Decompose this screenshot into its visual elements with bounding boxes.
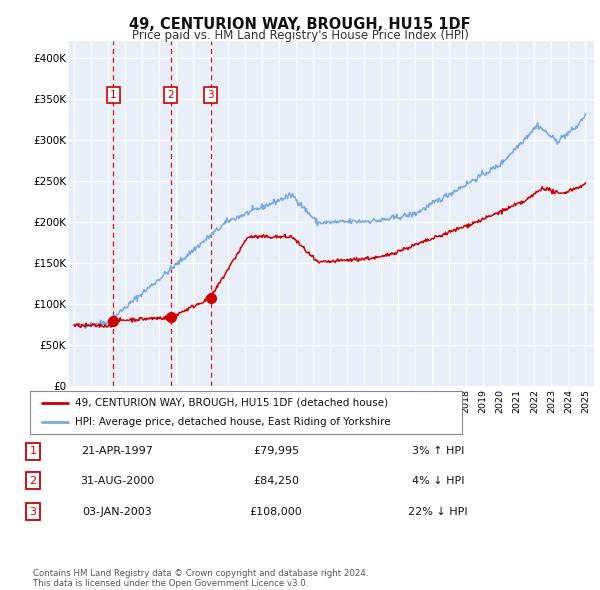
Text: 2: 2	[167, 90, 174, 100]
Text: £79,995: £79,995	[253, 447, 299, 456]
Text: Price paid vs. HM Land Registry's House Price Index (HPI): Price paid vs. HM Land Registry's House …	[131, 30, 469, 42]
Text: 3: 3	[29, 507, 37, 516]
Text: £84,250: £84,250	[253, 476, 299, 486]
Text: 1: 1	[110, 90, 116, 100]
Text: 3: 3	[208, 90, 214, 100]
Text: Contains HM Land Registry data © Crown copyright and database right 2024.
This d: Contains HM Land Registry data © Crown c…	[33, 569, 368, 588]
Text: 3% ↑ HPI: 3% ↑ HPI	[412, 447, 464, 456]
Text: £108,000: £108,000	[250, 507, 302, 516]
Text: 4% ↓ HPI: 4% ↓ HPI	[412, 476, 464, 486]
Text: 21-APR-1997: 21-APR-1997	[81, 447, 153, 456]
Text: 49, CENTURION WAY, BROUGH, HU15 1DF (detached house): 49, CENTURION WAY, BROUGH, HU15 1DF (det…	[76, 398, 388, 408]
Text: 1: 1	[29, 447, 37, 456]
Text: 49, CENTURION WAY, BROUGH, HU15 1DF: 49, CENTURION WAY, BROUGH, HU15 1DF	[129, 17, 471, 32]
Text: 2: 2	[29, 476, 37, 486]
Text: 03-JAN-2003: 03-JAN-2003	[82, 507, 152, 516]
Text: 31-AUG-2000: 31-AUG-2000	[80, 476, 154, 486]
Text: HPI: Average price, detached house, East Riding of Yorkshire: HPI: Average price, detached house, East…	[76, 417, 391, 427]
Text: 22% ↓ HPI: 22% ↓ HPI	[408, 507, 468, 516]
